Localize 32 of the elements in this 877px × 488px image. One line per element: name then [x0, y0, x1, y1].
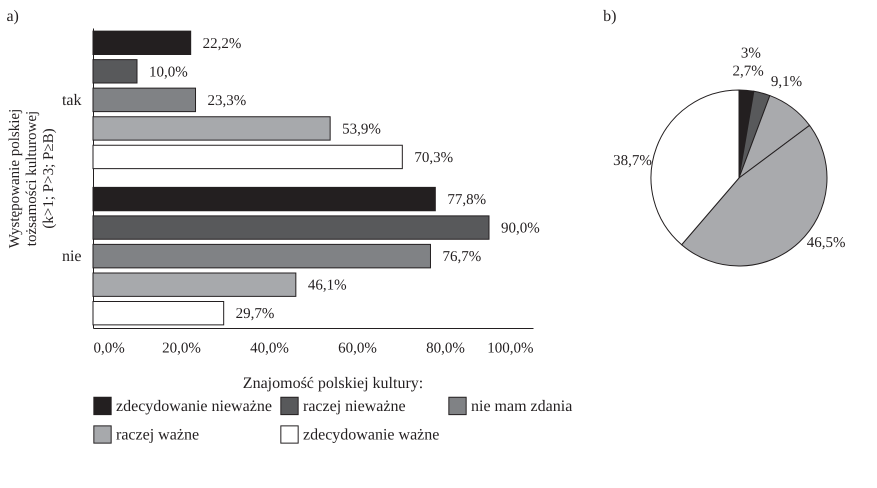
legend-label: raczej ważne — [116, 426, 200, 444]
y-tick-label: tak — [62, 92, 82, 109]
chart-title: b) — [603, 8, 616, 25]
x-tick-label: 60,0% — [338, 340, 377, 356]
data-label: 38,7% — [613, 153, 652, 170]
data-label: 90,0% — [501, 220, 540, 237]
data-label: 53,9% — [342, 121, 381, 138]
y-tick-label: nie — [62, 248, 82, 266]
data-label: 3% — [740, 46, 761, 62]
legend-label: raczej nieważne — [303, 398, 406, 415]
x-tick-label: 40,0% — [250, 340, 289, 356]
x-tick-label: 20,0% — [162, 340, 201, 356]
legend-label: zdecydowanie nieważne — [116, 398, 272, 415]
data-label: 76,7% — [442, 249, 482, 266]
data-label: 23,3% — [208, 92, 246, 109]
legend-label: nie mam zdania — [471, 398, 572, 415]
x-tick-label: 100,0% — [487, 340, 534, 356]
data-label: 46,5% — [806, 234, 846, 251]
data-label: 77,8% — [447, 192, 486, 208]
data-label: 2,7% — [732, 63, 764, 80]
data-label: 46,1% — [308, 278, 347, 294]
chart-title: a) — [6, 8, 19, 25]
data-label: 29,7% — [236, 306, 274, 322]
legend-label: zdecydowanie ważne — [303, 426, 440, 444]
x-tick-label: 80,0% — [426, 340, 465, 356]
data-label: 70,3% — [414, 150, 454, 166]
data-label: 22,2% — [202, 36, 242, 52]
data-label: 10,0% — [149, 64, 188, 80]
data-label: 9,1% — [770, 74, 802, 90]
legend-title: Znajomość polskiej kultury: — [242, 375, 424, 392]
x-tick-label: 0,0% — [94, 340, 125, 356]
y-axis-title: Występowanie polskiej tożsamości kulturowej (k>1; P>3; P≥B) — [6, 108, 57, 248]
